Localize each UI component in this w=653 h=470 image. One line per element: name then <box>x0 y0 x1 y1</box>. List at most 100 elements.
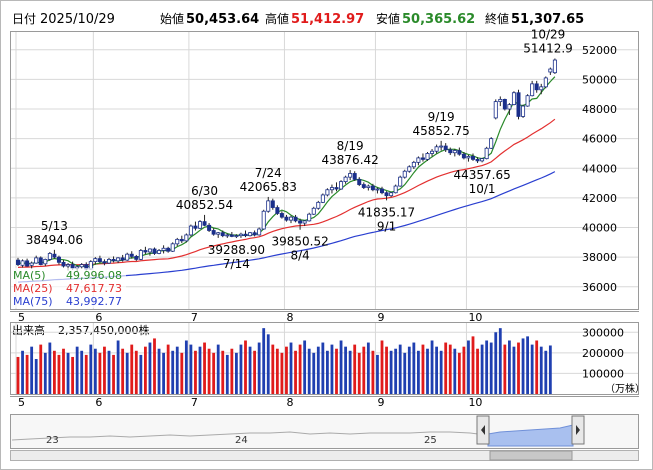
candle <box>152 247 157 255</box>
candle <box>493 99 498 120</box>
candle <box>411 160 416 170</box>
volume-bar <box>66 352 70 394</box>
candle <box>211 228 216 236</box>
volume-month-tick-label: 10 <box>468 396 482 409</box>
candle <box>311 206 316 215</box>
annotation-date: 8/4 <box>290 249 309 263</box>
volume-bar <box>544 350 548 394</box>
candle <box>279 211 284 219</box>
annotation-value: 39288.90 <box>208 243 265 257</box>
candle <box>402 169 407 179</box>
candle <box>38 256 43 266</box>
candle <box>193 221 198 231</box>
candle <box>407 165 412 173</box>
candle <box>238 232 243 238</box>
volume-bar <box>380 340 384 394</box>
volume-bar <box>294 350 297 394</box>
candle <box>420 153 425 162</box>
volume-bar <box>353 344 357 394</box>
volume-bar <box>366 342 370 394</box>
candle <box>170 242 175 252</box>
navigator-label-24: 24 <box>235 435 248 446</box>
candle <box>184 233 189 243</box>
month-tick-label: 9 <box>377 311 384 324</box>
volume-bar <box>348 350 352 394</box>
volume-bar <box>207 348 211 394</box>
candle <box>393 184 398 194</box>
candle <box>480 157 485 163</box>
volume-bar <box>25 354 29 394</box>
candle <box>207 223 212 232</box>
month-ticks: 5 6 7 8 9 10 <box>18 311 482 324</box>
volume-bar <box>462 346 466 394</box>
candle <box>129 251 134 259</box>
volume-axis-ticks: 100000 200000 300000 <box>582 326 624 380</box>
candle <box>466 154 471 162</box>
volume-bar <box>444 342 448 394</box>
annotation-date: 6/30 <box>191 184 218 198</box>
navigator-scrollbar[interactable] <box>10 450 639 461</box>
candle <box>498 96 503 107</box>
navigator-scroll-thumb[interactable] <box>489 450 573 461</box>
volume-bar <box>517 342 520 394</box>
candle <box>548 67 553 75</box>
volume-bar <box>508 340 511 394</box>
range-navigator[interactable]: 23 24 25 <box>10 414 639 461</box>
candle <box>61 260 66 268</box>
volume-tick-label: 100000 <box>582 367 624 380</box>
annotation-date: 7/24 <box>255 166 282 180</box>
volume-bar <box>357 352 361 394</box>
volume-bar <box>48 342 52 394</box>
legend-box <box>11 268 126 308</box>
candle <box>52 249 57 259</box>
volume-label: 出来高 <box>12 323 45 337</box>
volume-bar <box>321 342 325 394</box>
volume-bar <box>403 352 407 394</box>
candle <box>147 248 152 256</box>
volume-bar <box>512 346 516 394</box>
annotation-date: 9/1 <box>377 219 396 233</box>
navigator-label-23: 23 <box>46 435 59 446</box>
price-tick-label: 38000 <box>582 251 617 264</box>
candle <box>430 149 435 157</box>
candle <box>389 191 394 198</box>
candle <box>270 198 275 210</box>
candle <box>188 224 193 237</box>
volume-month-tick-label: 8 <box>286 396 293 409</box>
volume-bar <box>93 348 97 394</box>
candle <box>439 140 444 151</box>
candle <box>29 261 34 270</box>
candle <box>120 254 125 262</box>
legend-ma75-label: MA(75) <box>13 295 53 308</box>
volume-bar <box>198 346 202 394</box>
volume-bar <box>194 350 197 394</box>
volume-bar <box>112 354 115 394</box>
price-tick-label: 44000 <box>582 162 617 175</box>
candle <box>102 259 107 266</box>
candle <box>502 98 507 111</box>
ma-legend: MA(5) 49,996.08 MA(25) 47,617.73 MA(75) … <box>11 268 126 308</box>
navigator-selection[interactable] <box>487 424 574 447</box>
volume-bar <box>289 342 293 394</box>
candle <box>275 205 280 215</box>
volume-bar <box>521 338 525 394</box>
volume-bar <box>107 350 111 394</box>
candle <box>339 180 344 190</box>
candle <box>138 249 143 261</box>
price-axis-ticks: 36000 38000 40000 42000 44000 46000 48000 50000… <box>582 44 617 294</box>
volume-bar <box>189 344 193 394</box>
volume-bar <box>239 344 243 394</box>
high-value: 51,412.97 <box>291 12 364 27</box>
volume-bar <box>339 340 343 394</box>
candle <box>248 231 253 237</box>
annotation-value: 39850.52 <box>271 235 328 249</box>
volume-bar <box>171 350 175 394</box>
volume-bar <box>221 350 225 394</box>
date-label: 日付 <box>12 12 36 26</box>
candle <box>530 80 535 97</box>
candle <box>293 214 298 223</box>
candle <box>484 146 489 160</box>
candle <box>225 233 230 238</box>
candle <box>202 214 207 227</box>
